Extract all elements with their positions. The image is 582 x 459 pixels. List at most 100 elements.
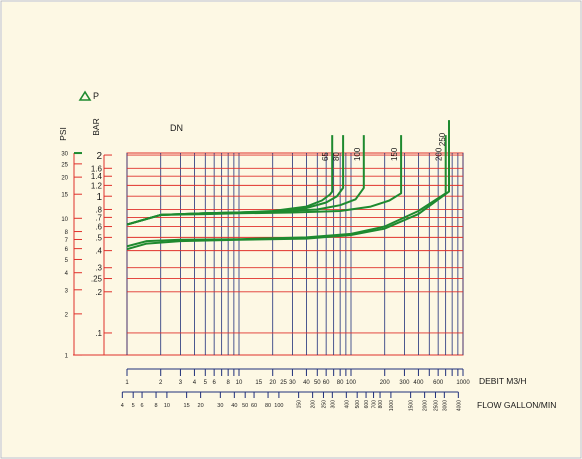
m3h-tick-label: 8 [226, 380, 230, 386]
bar-tick-label: .5 [95, 233, 102, 242]
psi-tick-label: 10 [61, 217, 68, 223]
bar-tick-label: 2 [96, 151, 102, 162]
grid-lines [126, 153, 464, 355]
m3h-tick-label: 60 [323, 380, 330, 386]
m3h-tick-label: 25 [280, 380, 287, 386]
m3h-tick-label: 5 [204, 380, 208, 386]
gpm-tick-label: 50 [242, 403, 248, 409]
bar-tick-label: .7 [95, 213, 102, 222]
m3h-axis-label: DEBIT M3/H [479, 376, 527, 386]
m3h-tick-label: 4 [193, 380, 197, 386]
bar-tick-label: .3 [95, 264, 102, 273]
dn-curve-label: 150 [390, 147, 399, 161]
dn-curve-label: 65 [321, 152, 330, 161]
gpm-tick-label: 20 [198, 403, 204, 409]
bar-tick-label: 1.2 [91, 181, 103, 190]
gpm-tick-label: 700 [372, 400, 378, 409]
bar-tick-label: .8 [95, 205, 102, 214]
gpm-tick-label: 80 [265, 403, 271, 409]
bar-tick-label: .1 [95, 329, 102, 338]
psi-tick-label: 8 [65, 230, 69, 236]
psi-tick-label: 7 [65, 238, 69, 244]
dn-curve-label: 200 [435, 147, 444, 161]
gpm-tick-label: 2500 [433, 400, 439, 411]
gpm-tick-label: 5 [132, 403, 135, 409]
gpm-tick-label: 3000 [442, 400, 448, 411]
m3h-tick-label: 1000 [456, 380, 470, 386]
gpm-tick-label: 10 [164, 403, 170, 409]
psi-tick-label: 3 [65, 288, 69, 294]
gpm-tick-label: 400 [344, 400, 350, 409]
dn-curve-label: 80 [332, 152, 341, 161]
m3h-tick-label: 80 [337, 380, 344, 386]
psi-axis-label: PSI [58, 127, 68, 141]
gpm-tick-label: 600 [364, 400, 370, 409]
bar-tick-label: .6 [95, 223, 102, 232]
m3h-tick-label: 600 [433, 380, 444, 386]
bar-tick-label: 1.6 [91, 164, 103, 173]
gpm-tick-label: 500 [355, 400, 361, 409]
triangle-icon [78, 90, 92, 101]
m3h-tick-label: 6 [212, 380, 216, 386]
m3h-axis: 1 2 3 4 5 6 8 10 15 20 25 30 40 50 60 80 100 200 300 400 600… [125, 368, 470, 386]
delta-p-header: P [78, 90, 99, 101]
m3h-tick-label: 3 [179, 380, 183, 386]
bar-tick-label: .2 [95, 288, 102, 297]
m3h-tick-label: 1 [125, 380, 129, 386]
bar-axis-label: BAR [91, 118, 101, 135]
delta-p-label: P [93, 91, 99, 101]
psi-tick-label: 15 [61, 193, 68, 199]
plot-panel [73, 152, 464, 356]
plot-area [126, 152, 464, 356]
m3h-tick-label: 100 [346, 380, 357, 386]
gpm-tick-label: 2000 [423, 400, 429, 411]
m3h-tick-label: 30 [289, 380, 296, 386]
m3h-tick-label: 2 [159, 380, 163, 386]
psi-tick-label: 1 [65, 354, 69, 360]
m3h-tick-label: 300 [399, 380, 410, 386]
psi-tick-label: 20 [61, 176, 68, 182]
dn-curve-label: 250 [438, 132, 447, 146]
psi-tick-label: 30 [61, 152, 68, 158]
gpm-tick-label: 30 [217, 403, 223, 409]
bar-tick-label: 1 [96, 192, 102, 203]
psi-tick-label: 2 [65, 312, 69, 318]
psi-tick-label: 4 [65, 271, 69, 277]
bar-tick-label: .25 [91, 275, 103, 284]
gpm-axis: 4 5 6 8 10 15 20 30 40 50 60 80 100 150 200 250 300 400 50… [121, 391, 462, 411]
m3h-tick-label: 40 [303, 380, 310, 386]
gpm-tick-label: 4 [121, 403, 124, 409]
bar-tick-label: 1.4 [91, 172, 103, 181]
psi-axis: 1 2 3 4 5 6 7 8 10 15 20 25 30 [61, 152, 82, 360]
m3h-tick-label: 200 [380, 380, 391, 386]
m3h-tick-label: 10 [236, 380, 243, 386]
gpm-tick-label: 15 [184, 403, 190, 409]
bar-axis: .1 .2 .25 .3 .4 .5.6.7.8 1 1.21.41.6 2 [91, 151, 112, 355]
gpm-axis-label: FLOW GALLON/MIN [477, 400, 556, 410]
m3h-tick-label: 15 [255, 380, 262, 386]
m3h-tick-label: 50 [314, 380, 321, 386]
psi-tick-label: 25 [61, 162, 68, 168]
psi-tick-label: 6 [65, 247, 69, 253]
dn-curve-150 [126, 135, 403, 226]
gpm-tick-label: 300 [330, 400, 336, 409]
gpm-tick-label: 40 [231, 403, 237, 409]
gpm-tick-label: 1000 [389, 400, 395, 411]
gpm-tick-label: 250 [321, 400, 327, 409]
gpm-tick-label: 8 [155, 403, 158, 409]
m3h-tick-label: 20 [269, 380, 276, 386]
dn-curve-label: 100 [353, 147, 362, 161]
gpm-tick-label: 1500 [409, 400, 415, 411]
gpm-tick-label: 150 [297, 400, 303, 409]
dn-curve-200 [126, 135, 447, 248]
gpm-tick-label: 4000 [456, 400, 462, 411]
gpm-tick-label: 100 [274, 403, 283, 409]
bar-tick-label: .4 [95, 247, 102, 256]
gpm-tick-label: 6 [141, 403, 144, 409]
gpm-tick-label: 60 [251, 403, 257, 409]
psi-tick-label: 5 [65, 258, 69, 264]
m3h-tick-label: 400 [413, 380, 424, 386]
